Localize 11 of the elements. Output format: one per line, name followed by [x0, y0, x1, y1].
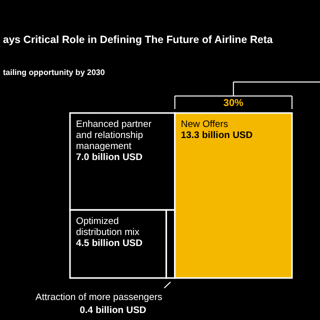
data-label: 7.0 billion USD	[76, 152, 143, 163]
data-label: 13.3 billion USD	[180, 130, 253, 141]
text: tailing opportunity by 2030	[3, 68, 106, 77]
text: ays Critical Role in Defining The Future of Airline Reta	[3, 34, 273, 46]
text: 30%	[223, 98, 244, 109]
category-label: Enhanced partner and relationship management	[76, 119, 152, 152]
category-label: Optimized distribution mix	[76, 216, 140, 238]
category-label: New Offers	[180, 119, 228, 130]
category-label: Attraction of more passengers	[36, 292, 163, 303]
data-label: 4.5 billion USD	[76, 238, 143, 250]
data-label: 0.4 billion USD	[80, 305, 146, 316]
